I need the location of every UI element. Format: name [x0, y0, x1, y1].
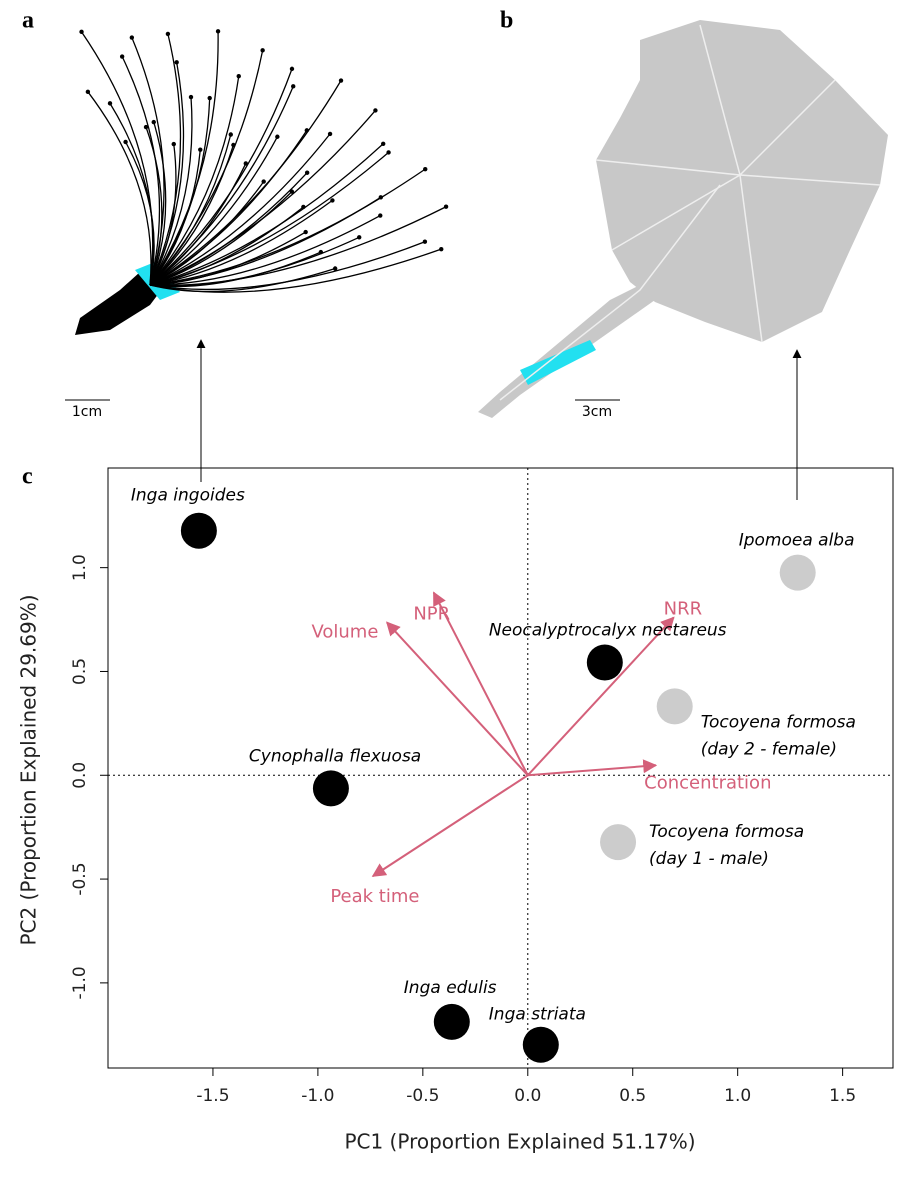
point — [523, 1027, 559, 1063]
loading-arrow — [373, 775, 528, 876]
anther — [319, 250, 323, 254]
anther — [261, 179, 265, 183]
anther — [290, 67, 294, 71]
anther — [216, 29, 220, 33]
anther — [357, 235, 361, 239]
anther — [174, 60, 178, 64]
point — [181, 513, 217, 549]
anther — [423, 240, 427, 244]
anther — [172, 142, 176, 146]
anther — [373, 108, 377, 112]
anther — [166, 32, 170, 36]
anther — [79, 30, 83, 34]
point-label: Neocalyptrocalyx nectareus — [489, 621, 727, 641]
point — [600, 824, 636, 860]
panel-label: b — [500, 8, 513, 34]
anther — [244, 161, 248, 165]
panel-label: a — [22, 8, 34, 34]
panel-label: c — [22, 464, 33, 490]
point-label: Inga ingoides — [131, 486, 245, 506]
anther — [130, 35, 134, 39]
point — [434, 1004, 470, 1040]
anther — [229, 132, 233, 136]
flower-b — [478, 20, 888, 418]
y-tick-label: 1.0 — [70, 554, 90, 581]
anther — [378, 213, 382, 217]
point — [657, 688, 693, 724]
point-label: Cynophalla flexuosa — [249, 746, 421, 766]
y-tick-label: -0.5 — [70, 862, 90, 895]
anther — [423, 167, 427, 171]
y-tick-label: 0.5 — [70, 658, 90, 685]
anther — [444, 205, 448, 209]
point-label: Inga edulis — [404, 978, 497, 998]
anther — [328, 132, 332, 136]
loading-label: Peak time — [330, 886, 419, 907]
y-tick-label: 0.0 — [70, 762, 90, 789]
anther — [339, 78, 343, 82]
point — [587, 645, 623, 681]
loading-label: Concentration — [644, 772, 771, 793]
anther — [86, 90, 90, 94]
y-tick-label: -1.0 — [70, 966, 90, 999]
point — [780, 555, 816, 591]
anther — [386, 150, 390, 154]
anther — [237, 74, 241, 78]
anther — [291, 84, 295, 88]
x-tick-label: -1.5 — [196, 1086, 229, 1106]
point — [313, 770, 349, 806]
filament — [82, 32, 153, 285]
point-label: (day 1 - male) — [649, 849, 769, 869]
anther — [260, 48, 264, 52]
loading-label: Volume — [311, 621, 378, 642]
anther — [275, 135, 279, 139]
anther — [381, 142, 385, 146]
anther — [189, 95, 193, 99]
anther — [303, 230, 307, 234]
flower-a — [75, 29, 448, 335]
x-tick-label: -0.5 — [406, 1086, 439, 1106]
point-label: Tocoyena formosa — [649, 822, 804, 842]
x-tick-label: -1.0 — [301, 1086, 334, 1106]
x-axis-label: PC1 (Proportion Explained 51.17%) — [344, 1130, 695, 1154]
loading-arrow — [528, 765, 656, 775]
anther — [208, 96, 212, 100]
anther — [231, 143, 235, 147]
anther — [290, 189, 294, 193]
point-label: Tocoyena formosa — [701, 712, 856, 732]
figure: a b c 1cm 3cm PC1 (Proportion Explained … — [0, 0, 902, 1180]
point-label: Inga striata — [489, 1005, 586, 1025]
x-tick-label: 0.5 — [619, 1086, 646, 1106]
x-tick-label: 1.0 — [724, 1086, 751, 1106]
plot-frame — [108, 468, 893, 1068]
loading-label: NPR — [413, 604, 450, 625]
anther — [333, 266, 337, 270]
anther — [439, 247, 443, 251]
anther — [152, 120, 156, 124]
anther — [108, 101, 112, 105]
loading-label: NRR — [664, 598, 702, 619]
point-label: (day 2 - female) — [701, 739, 837, 759]
anther — [120, 54, 124, 58]
anther — [379, 195, 383, 199]
x-tick-label: 0.0 — [514, 1086, 541, 1106]
scale-label: 3cm — [582, 404, 612, 420]
point-label: Ipomoea alba — [739, 531, 855, 551]
anther — [144, 125, 148, 129]
anther — [330, 198, 334, 202]
anther — [305, 128, 309, 132]
scale-label: 1cm — [72, 404, 102, 420]
anther — [198, 147, 202, 151]
anther — [301, 205, 305, 209]
x-tick-label: 1.5 — [829, 1086, 856, 1106]
loading-arrow — [528, 617, 674, 775]
anther — [305, 171, 309, 175]
anther — [123, 140, 127, 144]
y-axis-label: PC2 (Proportion Explained 29.69%) — [17, 594, 41, 945]
